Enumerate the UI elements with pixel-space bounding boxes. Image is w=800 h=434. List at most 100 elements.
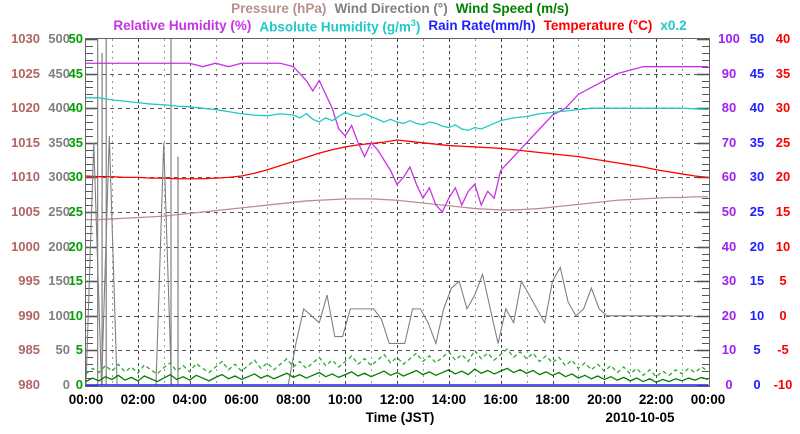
- plot-area: [85, 38, 710, 387]
- y-tick-pressure-0: 1030: [11, 31, 40, 46]
- y-tick-humidity-5: 50: [721, 204, 737, 219]
- y-tick-wind_speed-5: 25: [68, 204, 83, 219]
- x-tick-2: 04:00: [172, 392, 207, 407]
- y-tick-temperature-5: 15: [775, 204, 791, 219]
- y-tick-wind_dir-8: 100: [48, 307, 70, 323]
- y-tick-wind_dir-4: 300: [48, 169, 70, 185]
- y-tick-temperature-10: -10: [773, 377, 793, 392]
- x-axis-date: 2010-10-05: [605, 410, 675, 425]
- y-tick-wind_speed-10: 0: [75, 377, 83, 392]
- legend-item-3: Temperature (°C): [543, 18, 653, 33]
- y-tick-wind_dir-2: 400: [48, 100, 70, 116]
- y-tick-temperature-2: 30: [775, 100, 791, 116]
- y-tick-pressure-4: 1010: [11, 169, 40, 185]
- y-tick-rain-2: 40: [749, 100, 765, 116]
- y-tick-pressure-1: 1025: [11, 65, 40, 81]
- y-tick-wind_speed-7: 15: [68, 273, 83, 289]
- y-tick-humidity-10: 0: [725, 377, 733, 392]
- y-tick-temperature-3: 25: [775, 134, 791, 150]
- x-tick-8: 16:00: [483, 392, 518, 407]
- x-tick-6: 12:00: [379, 392, 415, 407]
- y-tick-temperature-8: 0: [779, 307, 787, 323]
- y-tick-wind_speed-3: 35: [68, 134, 83, 150]
- legend-superscript: 3: [410, 18, 416, 28]
- legend-item-2: Rain Rate(mm/h): [428, 18, 536, 33]
- y-tick-pressure-7: 995: [18, 273, 40, 289]
- y-tick-rain-9: 5: [753, 342, 761, 358]
- legend-item-1: Wind Direction (°): [334, 1, 448, 16]
- y-tick-rain-10: 0: [753, 377, 761, 392]
- x-tick-3: 06:00: [224, 392, 259, 407]
- y-tick-wind_speed-6: 20: [68, 238, 83, 254]
- legend-row-1: Pressure (hPa) Wind Direction (°) Wind Spe…: [0, 1, 800, 18]
- y-tick-rain-3: 35: [749, 134, 765, 150]
- y-tick-pressure-2: 1020: [11, 100, 40, 116]
- x-tick-4: 08:00: [276, 392, 311, 407]
- legend-item-2: Wind Speed (m/s): [455, 1, 569, 16]
- series-5: [86, 367, 709, 383]
- y-tick-wind_speed-4: 30: [68, 169, 83, 185]
- y-tick-wind_speed-0: 50: [68, 31, 83, 46]
- y-tick-wind_dir-3: 350: [48, 134, 70, 150]
- y-tick-wind_dir-0: 500: [48, 31, 70, 46]
- y-tick-rain-6: 20: [749, 238, 765, 254]
- x-tick-12: 00:00: [690, 392, 726, 407]
- y-tick-humidity-0: 100: [718, 31, 740, 46]
- y-tick-temperature-1: 35: [775, 65, 791, 81]
- y-tick-wind_dir-1: 450: [48, 65, 70, 81]
- legend-item-4: x0.2: [660, 18, 687, 33]
- x-axis-title: Time (JST): [365, 410, 435, 425]
- series-4: [86, 135, 693, 386]
- x-tick-1: 02:00: [120, 392, 156, 407]
- y-tick-temperature-9: -5: [777, 342, 789, 358]
- plot-svg: [86, 39, 709, 386]
- y-tick-wind_speed-8: 10: [68, 307, 83, 323]
- y-tick-wind_dir-5: 250: [48, 204, 70, 219]
- y-tick-temperature-4: 20: [775, 169, 791, 185]
- series-0: [86, 196, 708, 221]
- y-tick-pressure-6: 1000: [11, 238, 40, 254]
- y-tick-humidity-6: 40: [721, 238, 737, 254]
- x-tick-10: 20:00: [587, 392, 622, 407]
- x-tick-9: 18:00: [535, 392, 570, 407]
- y-tick-pressure-10: 980: [18, 377, 40, 392]
- legend-item-0: Relative Humidity (%): [113, 18, 252, 33]
- y-tick-rain-1: 45: [749, 65, 765, 81]
- y-tick-pressure-9: 985: [18, 342, 40, 358]
- y-tick-rain-8: 10: [749, 307, 765, 323]
- legend-item-1: Absolute Humidity (g/m3): [259, 18, 421, 35]
- legend-item-0: Pressure (hPa): [231, 1, 327, 16]
- series-2: [86, 62, 708, 214]
- series-6: [86, 348, 709, 378]
- y-tick-temperature-6: 10: [775, 238, 791, 254]
- y-tick-humidity-9: 10: [721, 342, 737, 358]
- y-tick-rain-5: 25: [749, 204, 765, 219]
- x-tick-0: 00:00: [68, 392, 104, 407]
- y-tick-wind_dir-6: 200: [48, 238, 70, 254]
- y-tick-pressure-3: 1015: [11, 134, 40, 150]
- y-tick-wind_speed-9: 5: [75, 342, 83, 358]
- legend-row-2: Relative Humidity (%) Absolute Humidity (…: [0, 18, 800, 35]
- y-tick-humidity-3: 70: [721, 134, 737, 150]
- y-tick-humidity-2: 80: [721, 100, 737, 116]
- y-tick-humidity-4: 60: [721, 169, 737, 185]
- series-3: [86, 97, 709, 132]
- y-tick-temperature-7: 5: [779, 273, 787, 289]
- y-tick-pressure-5: 1005: [11, 204, 40, 219]
- y-tick-humidity-7: 30: [721, 273, 737, 289]
- x-tick-5: 10:00: [327, 392, 363, 407]
- y-tick-wind_dir-7: 150: [48, 273, 70, 289]
- y-tick-humidity-1: 90: [721, 65, 737, 81]
- x-tick-11: 22:00: [638, 392, 674, 407]
- y-tick-temperature-0: 40: [775, 31, 791, 46]
- x-tick-7: 14:00: [431, 392, 467, 407]
- y-tick-pressure-8: 990: [18, 307, 40, 323]
- y-tick-wind_dir-10: 0: [62, 377, 70, 392]
- y-tick-wind_dir-9: 50: [55, 342, 70, 358]
- y-tick-wind_speed-1: 45: [68, 65, 83, 81]
- y-tick-rain-7: 15: [749, 273, 765, 289]
- y-tick-rain-4: 30: [749, 169, 765, 185]
- y-tick-rain-0: 50: [749, 31, 765, 46]
- y-tick-wind_speed-2: 40: [68, 100, 83, 116]
